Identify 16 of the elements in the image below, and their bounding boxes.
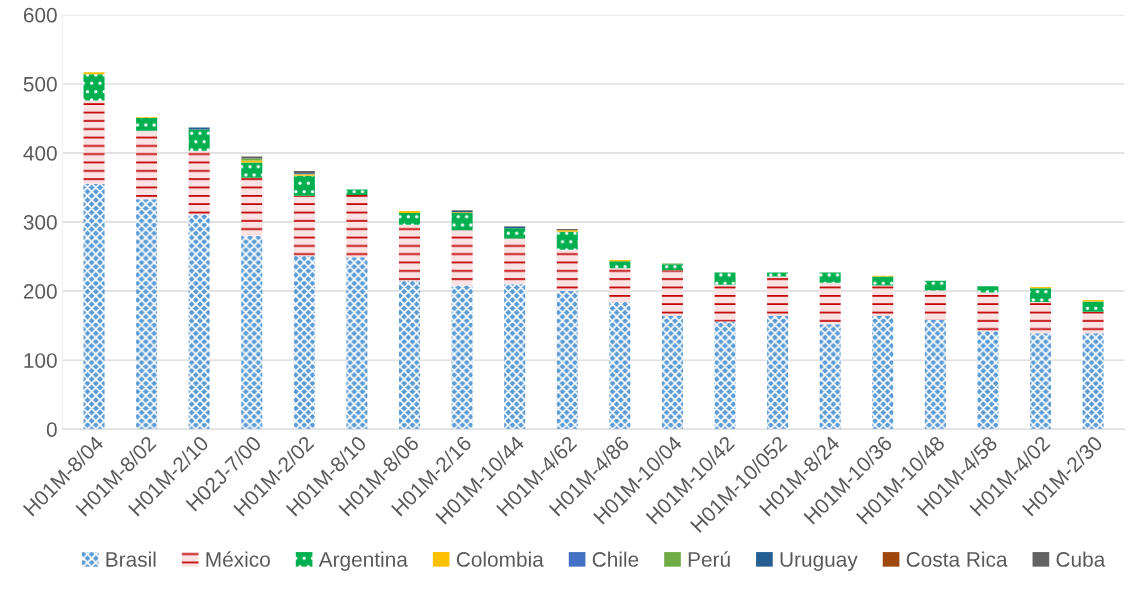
legend-label: Chile xyxy=(592,551,639,567)
legend-label: Costa Rica xyxy=(906,551,1008,567)
legend-label: Argentina xyxy=(318,551,408,571)
legend-label: Colombia xyxy=(456,551,544,567)
legend-label: Perú xyxy=(688,551,730,567)
legend-label: Brasil xyxy=(106,551,156,567)
y-tick-label: 300 xyxy=(23,215,57,230)
legend-label: México xyxy=(206,551,270,567)
y-tick-label: 500 xyxy=(23,76,57,92)
y-tick-label: 0 xyxy=(46,422,57,437)
y-tick-label: 600 xyxy=(23,7,57,23)
legend-label: Cuba xyxy=(1056,551,1106,567)
legend-label: Uruguay xyxy=(780,552,858,571)
y-tick-label: 200 xyxy=(23,284,57,299)
y-tick-label: 100 xyxy=(24,353,57,368)
y-tick-label: 400 xyxy=(23,145,57,161)
